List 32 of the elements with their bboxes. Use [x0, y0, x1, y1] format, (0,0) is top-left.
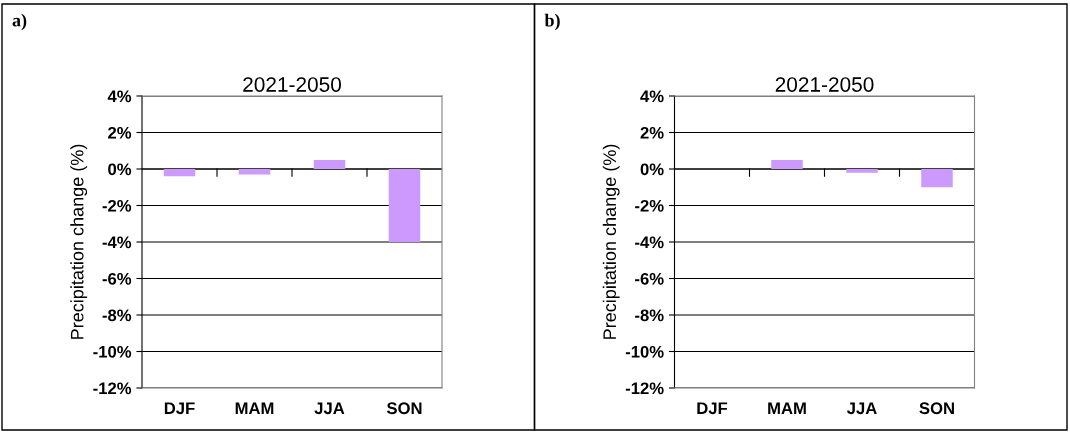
y-tick-label: 2%	[108, 126, 132, 139]
x-tick-label: JJA	[314, 402, 345, 415]
text: b)	[544, 13, 560, 31]
x-tick-label: SON	[919, 402, 954, 415]
chart-title: 2021-2050	[775, 77, 874, 92]
y-tick-label: -6%	[102, 272, 132, 285]
y-tick-label: 0%	[640, 163, 664, 176]
y-tick-label: -10%	[625, 345, 664, 358]
y-tick-label: -12%	[93, 382, 132, 395]
y-tick-label: 0%	[108, 163, 132, 176]
y-tick-label: -8%	[635, 309, 664, 322]
y-tick-label: -2%	[635, 199, 664, 212]
y-tick-label: 4%	[640, 90, 664, 103]
y-axis-title: Precipitation change (%)	[70, 144, 88, 339]
x-tick-label: MAM	[768, 402, 806, 414]
x-tick-label: DJF	[164, 402, 195, 415]
y-tick-label: -8%	[102, 309, 132, 322]
y-tick-label: -6%	[635, 272, 664, 285]
y-tick-label: -10%	[93, 345, 132, 358]
y-tick-label: -2%	[102, 199, 132, 212]
x-tick-label: DJF	[697, 402, 728, 415]
y-tick-label: 4%	[107, 90, 132, 103]
y-axis-title: Precipitation change (%)	[602, 144, 620, 339]
text: a)	[12, 13, 27, 31]
x-tick-label: JJA	[846, 402, 877, 415]
chart-title: 2021-2050	[243, 77, 342, 92]
y-tick-label: -12%	[625, 382, 664, 395]
y-tick-label: -4%	[102, 236, 132, 249]
x-tick-label: MAM	[235, 402, 274, 414]
y-tick-label: 2%	[640, 126, 664, 139]
y-tick-label: -4%	[635, 236, 664, 249]
x-tick-label: SON	[386, 402, 422, 415]
